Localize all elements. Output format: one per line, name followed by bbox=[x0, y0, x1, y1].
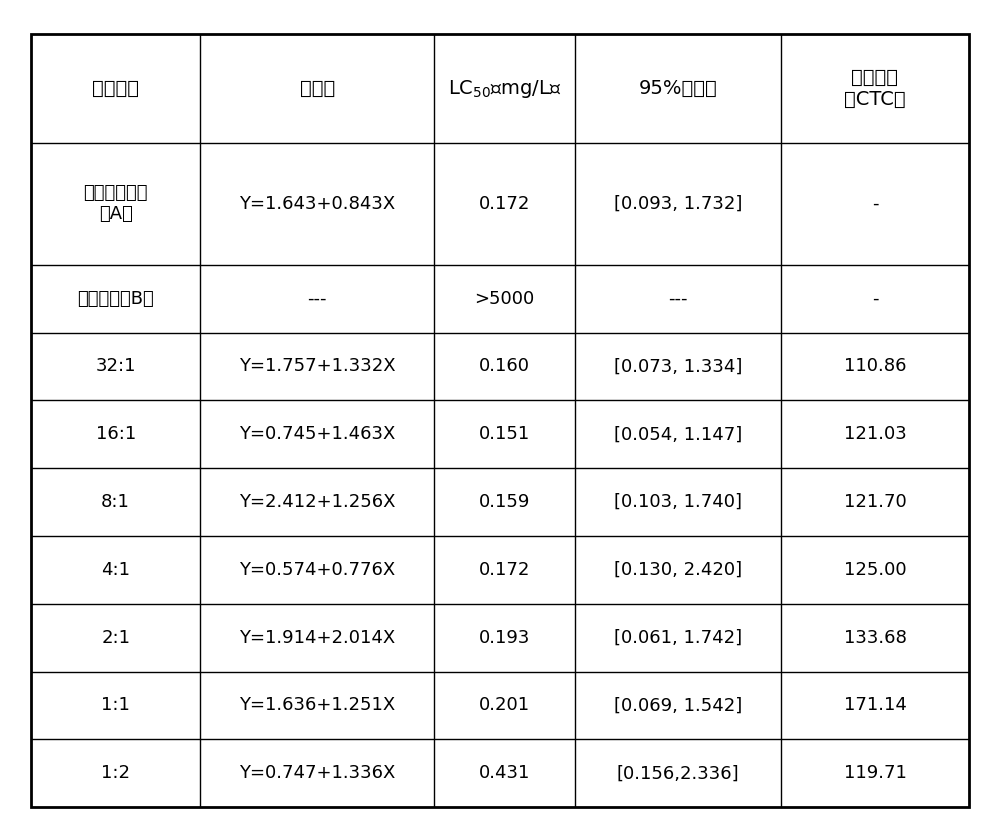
Text: [0.054, 1.147]: [0.054, 1.147] bbox=[614, 425, 742, 443]
Text: 110.86: 110.86 bbox=[844, 357, 906, 375]
Text: 0.193: 0.193 bbox=[479, 629, 530, 647]
Text: 121.03: 121.03 bbox=[844, 425, 906, 443]
Text: -: - bbox=[872, 290, 878, 308]
Text: -: - bbox=[872, 195, 878, 213]
Text: Y=1.757+1.332X: Y=1.757+1.332X bbox=[239, 357, 396, 375]
Text: [0.073, 1.334]: [0.073, 1.334] bbox=[614, 357, 742, 375]
Text: Y=1.643+0.843X: Y=1.643+0.843X bbox=[239, 195, 395, 213]
Text: 0.159: 0.159 bbox=[479, 493, 530, 511]
Text: 133.68: 133.68 bbox=[844, 629, 906, 647]
Text: 0.151: 0.151 bbox=[479, 425, 530, 443]
Text: 8:1: 8:1 bbox=[101, 493, 130, 511]
Text: [0.103, 1.740]: [0.103, 1.740] bbox=[614, 493, 742, 511]
Text: Y=1.914+2.014X: Y=1.914+2.014X bbox=[239, 629, 395, 647]
Text: 121.70: 121.70 bbox=[844, 493, 906, 511]
Text: ---: --- bbox=[668, 290, 688, 308]
Text: 16:1: 16:1 bbox=[96, 425, 136, 443]
Text: Y=0.747+1.336X: Y=0.747+1.336X bbox=[239, 764, 395, 782]
Text: 共毒系数
（CTC）: 共毒系数 （CTC） bbox=[844, 68, 906, 109]
Text: 1:1: 1:1 bbox=[101, 696, 130, 714]
Text: [0.130, 2.420]: [0.130, 2.420] bbox=[614, 561, 742, 579]
Text: ---: --- bbox=[307, 290, 327, 308]
Text: 回归式: 回归式 bbox=[300, 79, 335, 98]
Text: 95%置信限: 95%置信限 bbox=[639, 79, 717, 98]
Text: 1:2: 1:2 bbox=[101, 764, 130, 782]
Text: 4:1: 4:1 bbox=[101, 561, 130, 579]
Text: 氯虫苯甲酰胺
（A）: 氯虫苯甲酰胺 （A） bbox=[83, 184, 148, 224]
Text: 0.160: 0.160 bbox=[479, 357, 530, 375]
Text: [0.061, 1.742]: [0.061, 1.742] bbox=[614, 629, 742, 647]
Text: 0.172: 0.172 bbox=[479, 561, 530, 579]
Text: Y=0.574+0.776X: Y=0.574+0.776X bbox=[239, 561, 395, 579]
Text: 171.14: 171.14 bbox=[844, 696, 906, 714]
Text: 119.71: 119.71 bbox=[844, 764, 906, 782]
Text: LC$_{50}$（mg/L）: LC$_{50}$（mg/L） bbox=[448, 78, 561, 100]
Text: Y=2.412+1.256X: Y=2.412+1.256X bbox=[239, 493, 395, 511]
Text: 2:1: 2:1 bbox=[101, 629, 130, 647]
Text: 125.00: 125.00 bbox=[844, 561, 906, 579]
Text: 噻呋酰胺（B）: 噻呋酰胺（B） bbox=[77, 290, 154, 308]
Text: [0.156,2.336]: [0.156,2.336] bbox=[617, 764, 739, 782]
Text: [0.093, 1.732]: [0.093, 1.732] bbox=[614, 195, 742, 213]
Text: 0.431: 0.431 bbox=[479, 764, 530, 782]
Text: Y=1.636+1.251X: Y=1.636+1.251X bbox=[239, 696, 395, 714]
Text: 32:1: 32:1 bbox=[95, 357, 136, 375]
Text: 混配比例: 混配比例 bbox=[92, 79, 139, 98]
Text: Y=0.745+1.463X: Y=0.745+1.463X bbox=[239, 425, 395, 443]
Text: 0.201: 0.201 bbox=[479, 696, 530, 714]
Text: >5000: >5000 bbox=[475, 290, 535, 308]
Text: 0.172: 0.172 bbox=[479, 195, 530, 213]
Text: [0.069, 1.542]: [0.069, 1.542] bbox=[614, 696, 742, 714]
